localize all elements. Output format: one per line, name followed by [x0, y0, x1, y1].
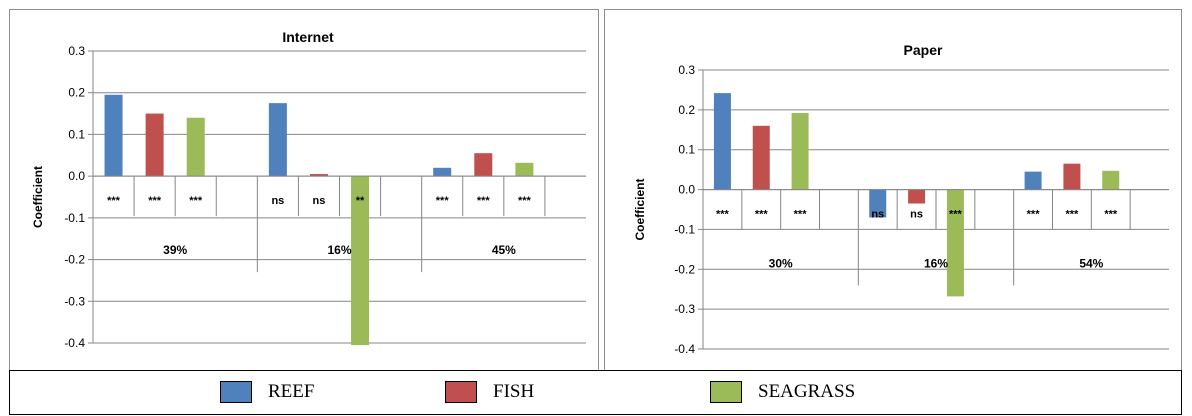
bar-fish	[474, 153, 493, 177]
y-tick-label: 0.1	[678, 143, 695, 157]
chart-title: Paper	[904, 42, 943, 58]
y-axis-label: Coefficient	[31, 166, 45, 228]
internet-chart: Internet Coefficient 0.3 0.2 0.1 0.0 -0.1 -0.2 -…	[31, 29, 586, 350]
chart-title: Internet	[282, 29, 334, 45]
bar-seagrass	[351, 176, 370, 346]
bar-reef	[869, 189, 887, 218]
significance-label: ***	[794, 209, 808, 221]
y-tick-label: 0.1	[68, 127, 85, 141]
bar-reef	[1024, 171, 1042, 190]
y-tick-label: 0.2	[678, 103, 695, 117]
legend-swatch-reef	[220, 381, 252, 403]
group-label: 54%	[1079, 257, 1103, 271]
bar-reef	[268, 103, 287, 177]
significance-label: ***	[1065, 209, 1079, 221]
significance-label: ns	[271, 195, 284, 207]
significance-label: ***	[949, 209, 963, 221]
legend-label-reef: REEF	[268, 381, 315, 402]
y-tick-label: -0.3	[64, 294, 85, 308]
significance-label: ***	[716, 209, 730, 221]
legend-item-fish: FISH	[445, 381, 534, 403]
significance-label: ns	[313, 195, 326, 207]
significance-label: ***	[189, 195, 203, 207]
bar-fish	[309, 174, 328, 177]
legend-swatch-seagrass	[710, 381, 742, 403]
significance-label: ***	[477, 195, 491, 207]
paper-chart-panel: Paper Coefficient 0.3 0.2 0.1 0.0 -0.1 -0.2 -0.3…	[604, 9, 1182, 374]
significance-label: ***	[1027, 209, 1041, 221]
significance-label: ***	[755, 209, 769, 221]
bar-fish	[1063, 163, 1081, 190]
legend-swatch-fish	[445, 381, 477, 403]
group-label: 45%	[492, 243, 516, 257]
significance-label: ***	[148, 195, 162, 207]
chart-legend: REEF FISH SEAGRASS	[9, 370, 1182, 415]
legend-label-seagrass: SEAGRASS	[758, 381, 856, 402]
legend-item-reef: REEF	[220, 381, 314, 403]
bar-reef	[104, 94, 123, 177]
group-label: 16%	[924, 257, 948, 271]
significance-label: **	[356, 195, 365, 207]
bar-seagrass	[186, 117, 205, 177]
y-axis-label: Coefficient	[633, 178, 647, 240]
bar-seagrass	[1102, 170, 1120, 190]
bar-fish	[145, 113, 164, 177]
y-tick-label: 0.0	[68, 169, 85, 183]
bar-fish	[908, 189, 926, 204]
paper-chart: Paper Coefficient 0.3 0.2 0.1 0.0 -0.1 -0.2 -0.3…	[633, 42, 1169, 356]
bar-reef	[713, 93, 731, 190]
y-tick-label: -0.3	[674, 302, 695, 316]
y-tick-label: -0.4	[64, 336, 85, 350]
significance-label: ns	[910, 209, 923, 221]
y-tick-label: 0.3	[68, 44, 85, 58]
significance-label: ***	[436, 195, 450, 207]
bar-seagrass	[791, 113, 809, 190]
y-tick-label: -0.2	[64, 253, 85, 267]
legend-label-fish: FISH	[493, 381, 535, 402]
y-tick-label: -0.1	[64, 211, 85, 225]
internet-chart-panel: Internet Coefficient 0.3 0.2 0.1 0.0 -0.1 -0.2 -…	[9, 9, 599, 374]
bar-reef	[433, 167, 452, 177]
significance-label: ***	[107, 195, 121, 207]
y-tick-label: -0.1	[674, 222, 695, 236]
bar-fish	[752, 125, 770, 190]
bar-seagrass	[515, 162, 534, 177]
y-tick-label: 0.2	[68, 86, 85, 100]
significance-label: ***	[518, 195, 532, 207]
y-tick-label: 0.0	[678, 183, 695, 197]
significance-label: ***	[1104, 209, 1118, 221]
y-tick-label: -0.2	[674, 262, 695, 276]
y-tick-label: 0.3	[678, 63, 695, 77]
group-label: 39%	[163, 243, 187, 257]
group-label: 30%	[769, 257, 793, 271]
legend-item-seagrass: SEAGRASS	[710, 381, 855, 403]
significance-label: ns	[871, 209, 884, 221]
y-tick-label: -0.4	[674, 342, 695, 356]
group-label: 16%	[327, 243, 351, 257]
bar-seagrass	[946, 189, 964, 297]
